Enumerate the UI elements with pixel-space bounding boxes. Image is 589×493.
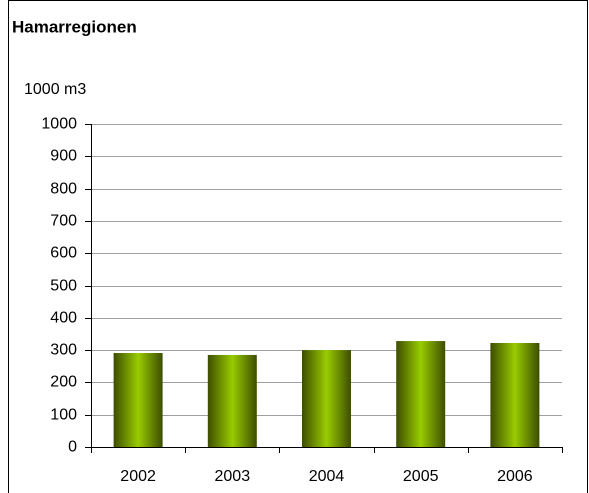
y-tick-label: 300 <box>50 342 77 359</box>
bar <box>490 342 540 447</box>
y-tick-label: 0 <box>68 439 77 456</box>
y-tick-label: 800 <box>50 181 77 198</box>
x-tick-label: 2006 <box>497 468 533 485</box>
y-tick-label: 1000 <box>41 116 77 133</box>
y-tick-label: 100 <box>50 407 77 424</box>
bar <box>302 350 351 447</box>
y-tick-label: 400 <box>50 310 77 327</box>
y-tick-label: 900 <box>50 148 77 165</box>
bar <box>113 353 163 447</box>
y-axis-label: 1000 m3 <box>24 81 86 98</box>
x-tick-label: 2003 <box>215 468 251 485</box>
x-tick-label: 2005 <box>403 468 439 485</box>
chart-title: Hamarregionen <box>12 17 137 36</box>
frame <box>8 0 588 493</box>
y-tick-label: 200 <box>50 374 77 391</box>
x-tick-label: 2004 <box>309 468 345 485</box>
y-tick-label: 600 <box>50 245 77 262</box>
bar <box>207 354 257 447</box>
y-tick-label: 700 <box>50 213 77 230</box>
x-tick-label: 2002 <box>120 468 156 485</box>
y-tick-label: 500 <box>50 278 77 295</box>
bar <box>396 341 446 447</box>
